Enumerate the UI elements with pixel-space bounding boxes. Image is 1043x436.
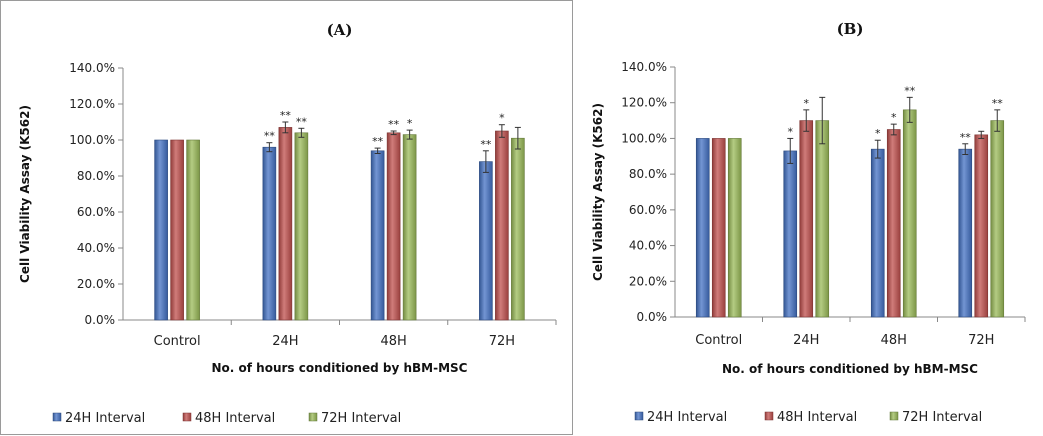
bar-24h-interval: [870, 148, 885, 318]
chart-panel-b: (B) 0.0% 20.0% 40.0% 60.0% 80.0% 100.0% 120.0% 1…: [580, 0, 1043, 435]
legend-swatch: [182, 412, 192, 422]
bar-48h-interval: [495, 130, 509, 321]
x-axis-label: No. of hours conditioned by hBM-MSC: [722, 362, 978, 376]
bar-48h-interval: [799, 120, 814, 318]
chart-b-svg: (B) 0.0% 20.0% 40.0% 60.0% 80.0% 100.0% 120.0% 1…: [591, 20, 1026, 425]
y-tick-label: 20.0%: [77, 277, 115, 291]
bar-24h-interval: [370, 150, 385, 321]
legend-swatch: [52, 412, 62, 422]
significance-label: **: [372, 135, 384, 148]
y-tick-label: 20.0%: [629, 274, 667, 288]
legend-label: 48H Interval: [777, 410, 857, 425]
bar-72h-interval: [186, 139, 200, 321]
legend-swatch: [634, 411, 644, 421]
x-tick-label: Control: [695, 333, 742, 348]
legend-swatch: [308, 412, 318, 422]
chart-title: (A): [327, 21, 353, 39]
legend-label: 72H Interval: [902, 410, 982, 425]
bar-48h-interval: [974, 134, 989, 318]
significance-label: **: [960, 131, 972, 144]
x-tick-label: 72H: [489, 334, 515, 349]
x-tick-label: 72H: [968, 333, 994, 348]
y-tick-label: 60.0%: [77, 205, 115, 219]
legend-swatch: [764, 411, 774, 421]
x-tick-label: 48H: [881, 333, 907, 348]
bar-72h-interval: [990, 120, 1005, 318]
bar-72h-interval: [294, 132, 309, 321]
significance-label: *: [891, 111, 897, 124]
significance-label: *: [788, 125, 794, 138]
significance-label: **: [296, 115, 308, 128]
y-tick-label: 80.0%: [629, 167, 667, 181]
significance-label: **: [388, 118, 400, 131]
bar-48h-interval: [278, 127, 293, 321]
x-tick-label: 48H: [380, 334, 406, 349]
significance-label: **: [280, 109, 292, 122]
x-axis-label: No. of hours conditioned by hBM-MSC: [212, 361, 468, 375]
chart-a-svg: (A) 0.0% 20.0% 40.0% 60.0% 80.0% 100.0% 120.0% 1…: [18, 21, 557, 426]
significance-label: *: [804, 97, 810, 110]
bar-24h-interval: [262, 146, 277, 321]
bar-72h-interval: [815, 120, 830, 318]
x-tick-label: Control: [154, 334, 201, 349]
bar-72h-interval: [902, 109, 917, 318]
significance-label: **: [264, 130, 276, 143]
bar-48h-interval: [711, 138, 726, 318]
y-tick-label: 40.0%: [629, 239, 667, 253]
significance-label: *: [499, 112, 505, 125]
significance-label: **: [904, 84, 916, 97]
y-tick-label: 0.0%: [85, 313, 116, 327]
y-axis-label: Cell Viability Assay (K562): [18, 105, 32, 283]
significance-label: **: [480, 138, 492, 151]
legend-swatch: [889, 411, 899, 421]
y-tick-label: 120.0%: [621, 96, 667, 110]
y-axis-label: Cell Viability Assay (K562): [591, 103, 605, 281]
significance-label: *: [407, 117, 413, 130]
bar-24h-interval: [695, 138, 710, 318]
y-tick-label: 100.0%: [621, 131, 667, 145]
x-tick-label: 24H: [272, 334, 298, 349]
bar-48h-interval: [886, 129, 901, 318]
bar-72h-interval: [402, 134, 417, 321]
legend-label: 72H Interval: [321, 411, 401, 426]
bar-24h-interval: [479, 161, 493, 321]
y-tick-label: 80.0%: [77, 169, 115, 183]
chart-panel-a: (A) 0.0% 20.0% 40.0% 60.0% 80.0% 100.0% 120.0% 1…: [0, 0, 573, 435]
y-tick-label: 100.0%: [69, 133, 115, 147]
significance-label: *: [875, 127, 881, 140]
bar-48h-interval: [170, 139, 184, 321]
y-tick-label: 0.0%: [637, 310, 668, 324]
y-tick-label: 60.0%: [629, 203, 667, 217]
legend-label: 48H Interval: [195, 411, 275, 426]
significance-label: **: [992, 97, 1004, 110]
bar-72h-interval: [727, 138, 742, 318]
bar-48h-interval: [386, 132, 401, 321]
y-tick-label: 140.0%: [621, 60, 667, 74]
legend-label: 24H Interval: [647, 410, 727, 425]
bar-72h-interval: [511, 137, 525, 321]
bar-24h-interval: [154, 139, 168, 321]
y-tick-label: 140.0%: [69, 61, 115, 75]
x-tick-label: 24H: [793, 333, 819, 348]
bar-24h-interval: [958, 148, 973, 318]
y-tick-label: 40.0%: [77, 241, 115, 255]
y-tick-label: 120.0%: [69, 97, 115, 111]
chart-title: (B): [837, 20, 864, 38]
legend-label: 24H Interval: [65, 411, 145, 426]
bar-24h-interval: [783, 150, 798, 318]
